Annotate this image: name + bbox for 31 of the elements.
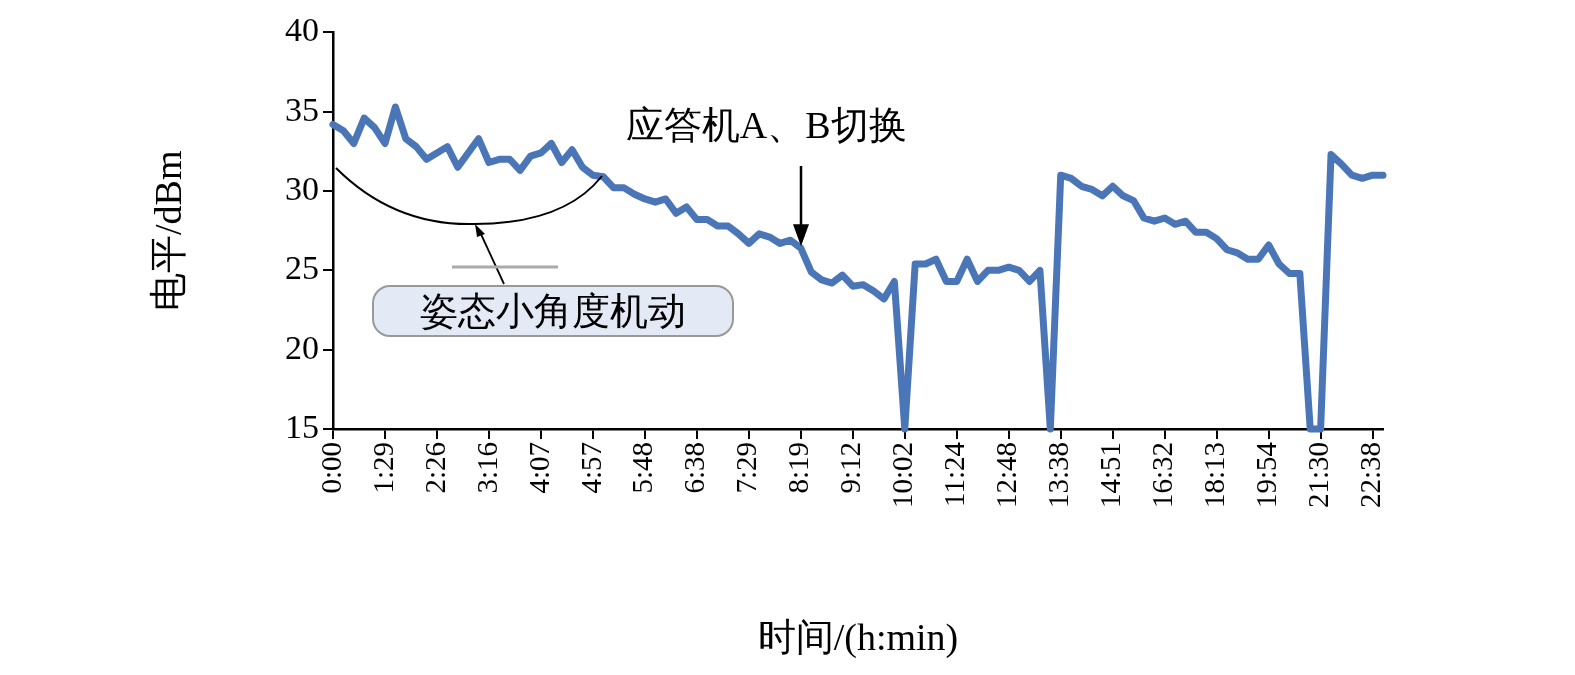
x-tick-label: 5:48 — [626, 442, 659, 494]
x-tick-label: 14:51 — [1094, 442, 1127, 509]
x-tick-label: 6:38 — [678, 442, 711, 494]
x-tick-label: 11:24 — [938, 441, 971, 507]
x-tick-label: 12:48 — [990, 442, 1023, 509]
y-tick-label: 35 — [285, 90, 319, 128]
x-tick-label: 8:19 — [782, 442, 815, 494]
x-tick-label: 0:00 — [314, 442, 347, 494]
y-tick-label: 30 — [285, 169, 319, 207]
y-axis-title: 电平/dBm — [146, 150, 189, 311]
x-tick-label: 9:12 — [834, 442, 867, 494]
x-tick-label: 3:16 — [470, 442, 503, 494]
x-tick-label: 2:26 — [418, 442, 451, 494]
x-tick-label: 18:13 — [1198, 442, 1231, 509]
x-tick-label: 7:29 — [730, 442, 763, 494]
annotation: 应答机A、B切换 — [625, 103, 907, 147]
y-tick-label: 20 — [285, 328, 319, 366]
x-tick-label: 22:38 — [1354, 442, 1387, 509]
x-tick-label: 10:02 — [886, 442, 919, 509]
annotation: 姿态小角度机动 — [372, 285, 734, 337]
x-tick-label: 19:54 — [1250, 441, 1283, 509]
x-tick-label: 13:38 — [1042, 442, 1075, 509]
x-tick-label: 4:07 — [522, 442, 555, 494]
x-axis-title: 时间/(h:min) — [757, 616, 959, 660]
x-tick-label: 16:32 — [1146, 442, 1179, 509]
y-tick-label: 25 — [285, 249, 319, 287]
x-tick-label: 21:30 — [1302, 442, 1335, 509]
y-tick-label: 15 — [285, 407, 319, 445]
x-tick-label: 4:57 — [574, 442, 607, 494]
y-tick-label: 40 — [285, 11, 319, 49]
x-tick-label: 1:29 — [366, 442, 399, 494]
